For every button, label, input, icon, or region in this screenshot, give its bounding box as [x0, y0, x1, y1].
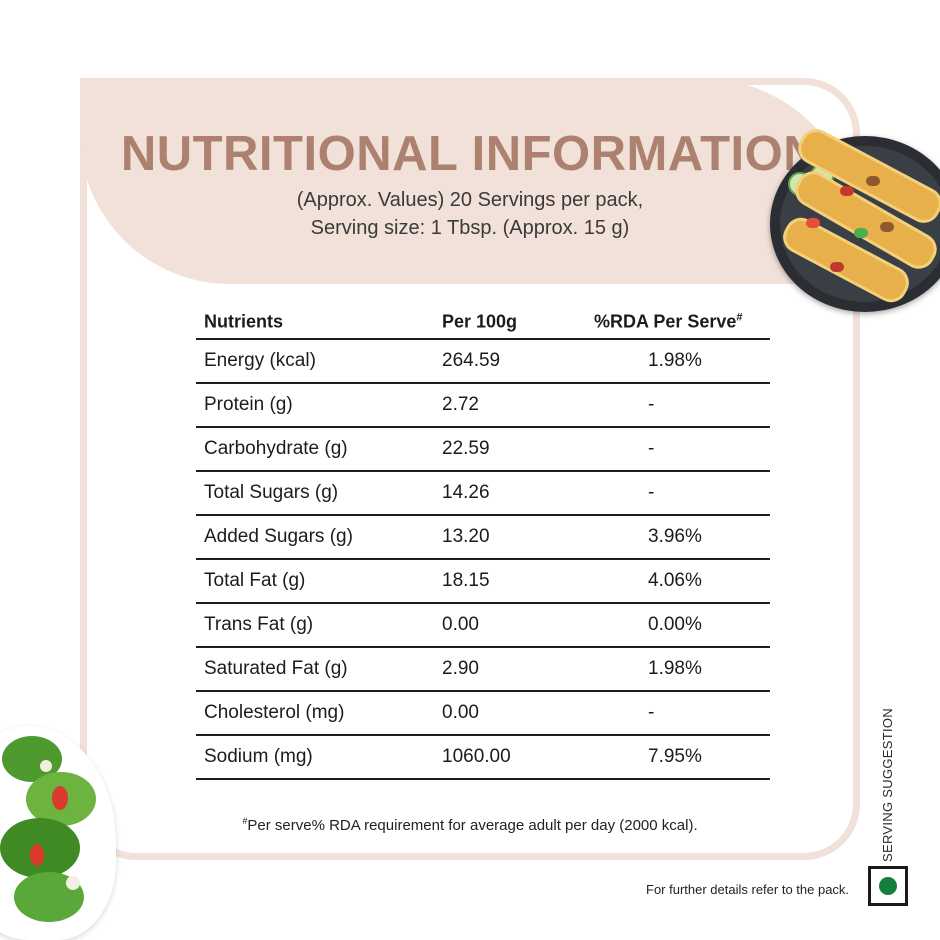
veg-dot [879, 877, 897, 895]
nutrition-table: Nutrients Per 100g %RDA Per Serve# Energ… [196, 304, 770, 780]
per-100g-value: 2.72 [442, 394, 479, 415]
serving-suggestion-label: SERVING SUGGESTION [880, 708, 895, 862]
rda-value: - [648, 438, 655, 459]
nutrient-name: Trans Fat (g) [204, 614, 314, 635]
footnote: #Per serve% RDA requirement for average … [80, 816, 860, 834]
table-row: Sodium (mg) 1060.00 7.95% [196, 736, 770, 780]
further-details-note: For further details refer to the pack. [646, 882, 850, 897]
table-row: Trans Fat (g) 0.00 0.00% [196, 604, 770, 648]
nutrient-name: Total Fat (g) [204, 570, 306, 591]
nutrient-name: Added Sugars (g) [204, 526, 353, 547]
nutrient-name: Protein (g) [204, 394, 293, 415]
tomato-piece [840, 186, 854, 196]
table-row: Saturated Fat (g) 2.90 1.98% [196, 648, 770, 692]
per-100g-value: 0.00 [442, 702, 479, 723]
column-header-nutrients: Nutrients [204, 311, 284, 332]
column-header-rda: %RDA Per Serve# [594, 312, 743, 333]
nutrient-name: Carbohydrate (g) [204, 438, 348, 459]
rda-value: - [648, 702, 655, 723]
feta-piece [40, 760, 52, 772]
tomato-piece [830, 262, 844, 272]
table-row: Total Fat (g) 18.15 4.06% [196, 560, 770, 604]
tomato-piece [806, 218, 820, 228]
nutrient-name: Total Sugars (g) [204, 482, 339, 503]
per-100g-value: 1060.00 [442, 746, 511, 767]
table-row: Protein (g) 2.72 - [196, 384, 770, 428]
footnote-text: Per serve% RDA requirement for average a… [247, 817, 698, 834]
per-100g-value: 0.00 [442, 614, 479, 635]
rda-header-text: %RDA Per Serve [594, 311, 737, 332]
nutrient-name: Sodium (mg) [204, 746, 313, 767]
rda-value: 7.95% [648, 746, 702, 767]
rda-marker: # [736, 311, 743, 324]
feta-piece [66, 876, 80, 890]
column-header-per-100g: Per 100g [442, 311, 518, 332]
subtitle: (Approx. Values) 20 Servings per pack, S… [220, 186, 720, 242]
nutrient-name: Energy (kcal) [204, 350, 316, 371]
tomato-piece [30, 844, 44, 866]
subtitle-line-1: (Approx. Values) 20 Servings per pack, [296, 189, 644, 211]
table-row: Cholesterol (mg) 0.00 - [196, 692, 770, 736]
header-band [80, 78, 860, 284]
table-row: Carbohydrate (g) 22.59 - [196, 428, 770, 472]
per-100g-value: 18.15 [442, 570, 490, 591]
table-row: Total Sugars (g) 14.26 - [196, 472, 770, 516]
rda-value: 1.98% [648, 350, 702, 371]
subtitle-line-2: Serving size: 1 Tbsp. (Approx. 15 g) [310, 217, 630, 239]
table-header: Nutrients Per 100g %RDA Per Serve# [196, 304, 770, 340]
rda-value: 3.96% [648, 526, 702, 547]
per-100g-value: 2.90 [442, 658, 479, 679]
per-100g-value: 13.20 [442, 526, 490, 547]
rda-value: 4.06% [648, 570, 702, 591]
veg-mark-icon [868, 866, 908, 906]
meat-piece [866, 176, 880, 186]
table-row: Added Sugars (g) 13.20 3.96% [196, 516, 770, 560]
taco-plate-image [770, 123, 940, 312]
nutrient-name: Saturated Fat (g) [204, 658, 348, 679]
tomato-piece [52, 786, 68, 810]
footnote-marker: # [242, 816, 248, 826]
rda-value: 1.98% [648, 658, 702, 679]
rda-value: - [648, 394, 655, 415]
page-title: NUTRITIONAL INFORMATION [120, 127, 820, 181]
nutrient-name: Cholesterol (mg) [204, 702, 345, 723]
rda-value: - [648, 482, 655, 503]
per-100g-value: 264.59 [442, 350, 501, 371]
per-100g-value: 22.59 [442, 438, 490, 459]
per-100g-value: 14.26 [442, 482, 490, 503]
meat-piece [880, 222, 894, 232]
rda-value: 0.00% [648, 614, 702, 635]
lettuce-piece [854, 228, 868, 238]
table-row: Energy (kcal) 264.59 1.98% [196, 340, 770, 384]
